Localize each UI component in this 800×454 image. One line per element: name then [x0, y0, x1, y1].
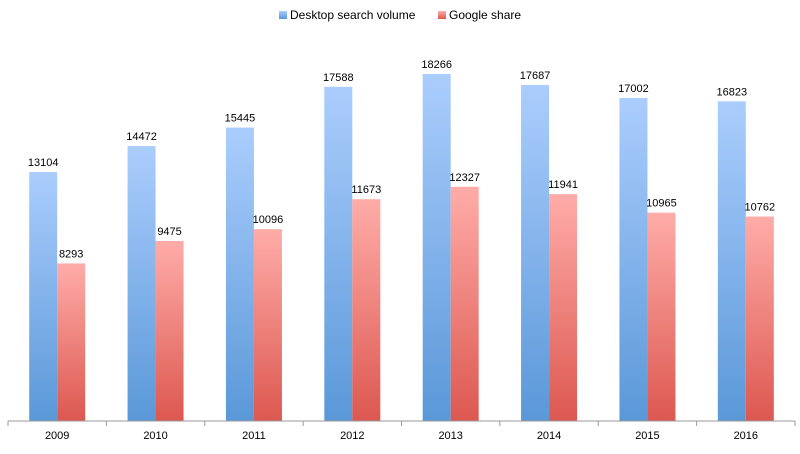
- x-tick-label: 2016: [734, 430, 758, 442]
- legend: Desktop search volume Google share: [279, 8, 521, 22]
- x-axis: 2009 2010 2011 2012 2013 2014 2015 2016: [7, 420, 796, 442]
- legend-label: Google share: [449, 8, 521, 22]
- bar-desktop-2016: [717, 101, 746, 421]
- legend-label: Desktop search volume: [290, 8, 416, 22]
- bar-google-2009: [57, 263, 86, 421]
- bar-google-2013: [450, 186, 479, 421]
- x-tick-label: 2014: [537, 430, 561, 442]
- data-label: 12327: [449, 172, 480, 184]
- legend-swatch: [438, 11, 446, 19]
- x-tick-label: 2013: [438, 430, 462, 442]
- bar-google-2015: [647, 212, 676, 421]
- bar-desktop-2015: [619, 97, 648, 421]
- data-label: 13104: [28, 157, 59, 169]
- bar-desktop-2010: [127, 146, 156, 422]
- x-tick-label: 2011: [242, 430, 266, 442]
- bar-desktop-2011: [225, 127, 254, 422]
- data-label: 18266: [421, 59, 452, 71]
- data-label: 8293: [59, 248, 83, 260]
- bar-google-2012: [352, 199, 381, 421]
- data-label: 17588: [323, 72, 354, 84]
- bar-google-2011: [253, 229, 282, 421]
- bar-desktop-2012: [324, 86, 353, 421]
- bar-google-2010: [155, 240, 184, 421]
- data-label: 16823: [717, 86, 748, 98]
- data-label: 14472: [126, 131, 157, 143]
- x-tick-label: 2010: [143, 430, 167, 442]
- bars: [29, 73, 774, 422]
- bar-google-2016: [745, 216, 774, 421]
- legend-swatch: [279, 11, 287, 19]
- data-labels: 13104 8293 14472 9475 15445 10096 17588 11673 18…: [28, 59, 775, 260]
- bar-desktop-2014: [521, 84, 550, 422]
- data-label: 11673: [351, 184, 381, 196]
- data-label: 10762: [745, 202, 776, 214]
- x-tick-label: 2009: [45, 430, 69, 442]
- data-label: 9475: [157, 226, 181, 238]
- x-tick-label: 2012: [340, 430, 364, 442]
- data-label: 15445: [225, 113, 256, 125]
- data-label: 11941: [548, 179, 578, 191]
- bar-google-2014: [549, 194, 578, 421]
- x-tick-label: 2015: [635, 430, 659, 442]
- data-label: 10096: [253, 214, 284, 226]
- data-label: 17002: [618, 83, 649, 95]
- bar-desktop-2013: [422, 73, 451, 422]
- data-label: 17687: [520, 70, 551, 82]
- data-label: 10965: [646, 198, 677, 210]
- bar-desktop-2009: [29, 172, 58, 421]
